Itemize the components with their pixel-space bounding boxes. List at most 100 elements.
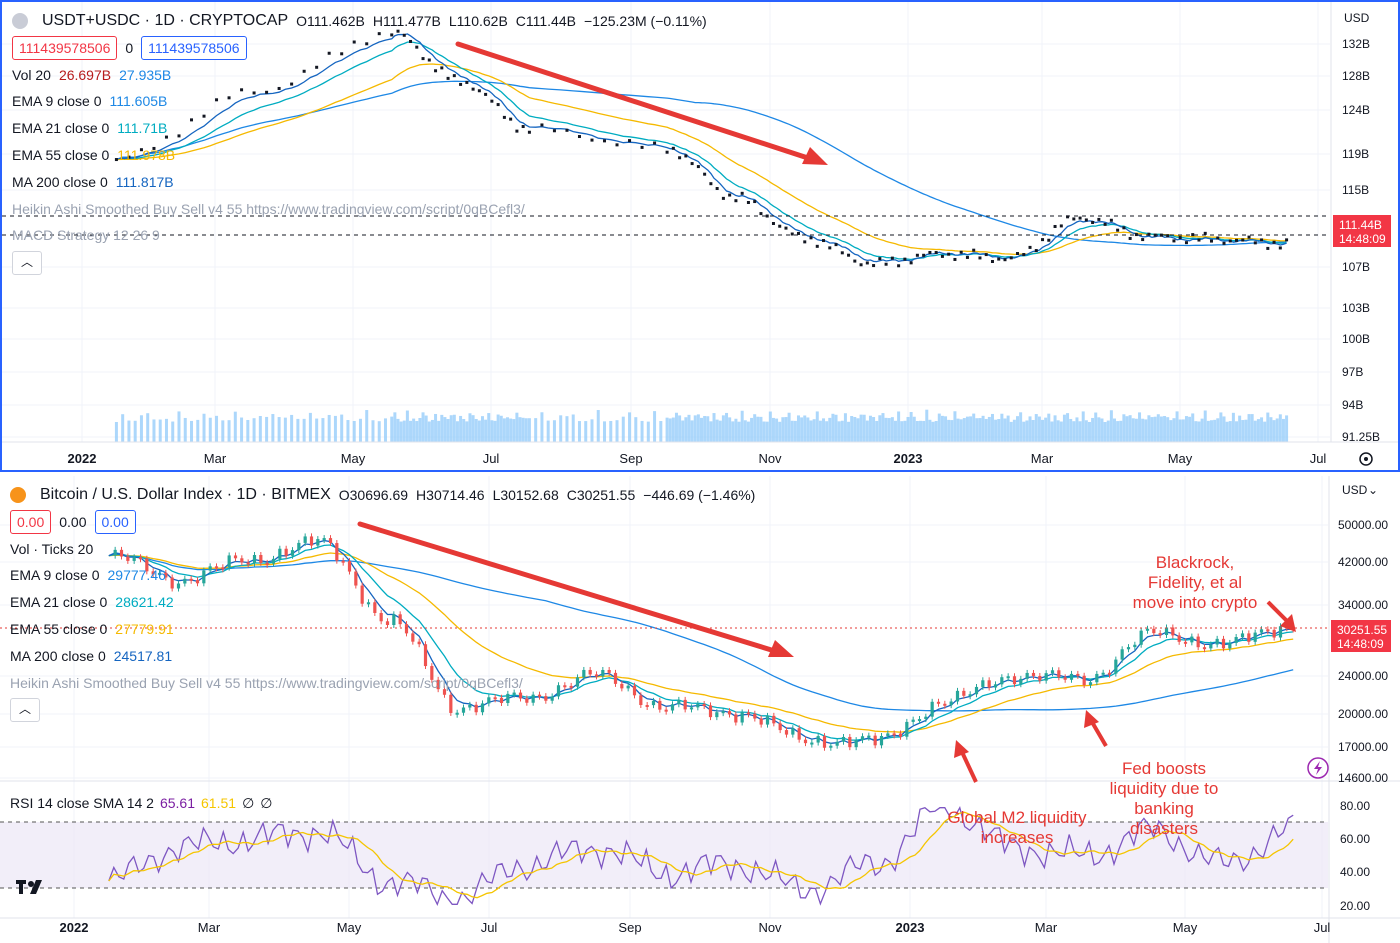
top-indicator-row[interactable]: MA 200 close 0 111.817B [12, 169, 707, 196]
bottom-indicator-row[interactable]: EMA 55 close 0 27779.91 [10, 616, 755, 643]
top-candle [978, 256, 982, 260]
annot-blackrock-2: Fidelity, et al [1148, 573, 1242, 592]
top-indicator-name: EMA 21 close 0 [12, 120, 110, 137]
top-indicator-row[interactable]: EMA 21 close 0 111.71B [12, 115, 707, 142]
top-volume-bar [721, 415, 725, 442]
top-volume-bar [1094, 412, 1098, 442]
bottom-candle [544, 696, 548, 701]
top-volume-bar [1069, 418, 1073, 442]
bottom-candle [322, 538, 326, 541]
top-volume-bar [1181, 419, 1185, 442]
usdt-usdc-chart-pane[interactable]: USD 132B 128B 124B 119B 115B 107B 103B 100B 97B 9… [0, 0, 1400, 472]
bottom-chart-canvas[interactable]: Blackrock, Fidelity, et al move into cry… [0, 476, 1400, 943]
top-volume-bar [843, 413, 847, 442]
top-volume-bar [358, 418, 362, 442]
top-volume-bar [552, 420, 556, 442]
top-indicator-row[interactable]: EMA 55 close 0 111.978B [12, 142, 707, 169]
bottom-price-ticks: 50000.00 42000.00 34000.00 24000.00 20000.00… [1338, 518, 1388, 785]
bottom-candle [531, 694, 535, 703]
top-volume-bar [480, 416, 484, 442]
bottom-symbol-title[interactable]: Bitcoin / U.S. Dollar Index · 1D · BITME… [40, 486, 331, 503]
settings-gear-icon[interactable] [1359, 452, 1373, 466]
top-candle [1222, 241, 1226, 245]
top-chart-canvas[interactable]: USD 132B 128B 124B 119B 115B 107B 103B 100B 97B 9… [2, 2, 1398, 470]
top-volume-bar [1006, 415, 1010, 442]
top-volume-bar [502, 418, 506, 442]
bottom-indicator-row[interactable]: MA 200 close 0 24517.81 [10, 643, 755, 670]
top-candle [972, 248, 976, 252]
bottom-candle [385, 621, 390, 626]
chevron-down-icon[interactable]: ⌄ [1368, 483, 1378, 497]
bottom-candle [626, 685, 630, 689]
bottom-candle [512, 692, 516, 695]
bottom-candle [708, 705, 713, 718]
bottom-collapse-button[interactable]: ︿ [10, 697, 40, 722]
top-time-tick: Mar [204, 451, 227, 466]
top-candle [765, 214, 769, 218]
bottom-box-right[interactable]: 0.00 [94, 510, 136, 535]
bottom-currency-label[interactable]: USD [1342, 483, 1368, 497]
top-currency-label[interactable]: USD [1344, 11, 1370, 25]
top-volume-bar [790, 420, 794, 442]
bottom-candle [417, 641, 421, 645]
bottom-candle [715, 712, 719, 718]
top-volume-bar [868, 415, 872, 442]
top-candle [990, 259, 994, 263]
top-ghost-heikin[interactable]: Heikin Ashi Smoothed Buy Sell v4 55 http… [12, 200, 525, 217]
bottom-close: C30251.55 [566, 487, 636, 503]
top-volume-bar [934, 420, 938, 442]
top-candle [565, 128, 569, 132]
top-candle [690, 162, 694, 166]
bottom-indicator-row[interactable]: EMA 9 close 0 29777.46 [10, 562, 755, 589]
top-volume-bar [437, 420, 441, 442]
bottom-candle [208, 566, 212, 571]
top-volume-bar [1256, 419, 1260, 442]
bottom-countdown: 14:48:09 [1337, 637, 1384, 651]
top-box-right[interactable]: 111439578506 [141, 36, 247, 61]
top-volume-bar [944, 416, 948, 442]
bottom-candle [1177, 635, 1181, 642]
top-candle [872, 264, 876, 268]
top-open: O111.462B [296, 13, 365, 29]
bottom-ghost-heikin[interactable]: Heikin Ashi Smoothed Buy Sell v4 55 http… [10, 674, 523, 691]
top-box-left[interactable]: 111439578506 [12, 36, 118, 61]
top-volume-bar [321, 418, 325, 442]
top-indicator-row[interactable]: EMA 9 close 0 111.605B [12, 88, 707, 115]
bottom-candle [284, 548, 288, 556]
top-volume-bar [1188, 416, 1192, 442]
top-volume-bar [1225, 421, 1229, 442]
top-volume-bar [524, 418, 528, 442]
top-volume-bar [884, 417, 888, 442]
top-volume-bar [227, 420, 231, 442]
lightning-icon[interactable] [1307, 757, 1329, 779]
bottom-indicator-row[interactable]: Vol · Ticks 20 [10, 536, 755, 563]
top-volume-bar [912, 416, 916, 442]
bottom-candle [1063, 677, 1067, 680]
top-volume-bar [559, 415, 563, 442]
top-indicator-value: 111.978B [117, 146, 176, 163]
rsi-label[interactable]: RSI 14 close SMA 14 2 [10, 795, 154, 811]
bottom-candle [525, 698, 529, 703]
top-volume-bar [455, 421, 459, 442]
bitcoin-chart-pane[interactable]: Blackrock, Fidelity, et al move into cry… [0, 476, 1400, 943]
top-indicator-name: Vol 20 [12, 66, 51, 83]
top-volume-bar [133, 420, 137, 442]
top-volume-bar [1103, 421, 1107, 442]
bottom-candle [575, 677, 580, 687]
bottom-candle [328, 538, 333, 544]
bottom-indicator-row[interactable]: EMA 21 close 0 28621.42 [10, 589, 755, 616]
top-ghost-macd[interactable]: MACD Strategy 12 26 9 [12, 227, 160, 244]
bottom-candle [227, 555, 231, 568]
top-volume-bar [753, 414, 757, 442]
top-candle [922, 253, 926, 257]
top-volume-bar [1053, 415, 1057, 442]
top-collapse-button[interactable]: ︿ [12, 250, 42, 275]
bottom-candle [1234, 637, 1238, 643]
top-symbol-title[interactable]: USDT+USDC · 1D · CRYPTOCAP [42, 12, 289, 29]
top-indicator-row[interactable]: Vol 20 26.697B 27.935B [12, 62, 707, 89]
bottom-candle [556, 685, 561, 697]
bottom-candle [518, 692, 523, 699]
bottom-box-left[interactable]: 0.00 [10, 510, 52, 535]
top-candle [459, 82, 463, 86]
top-volume-bar [296, 418, 300, 442]
